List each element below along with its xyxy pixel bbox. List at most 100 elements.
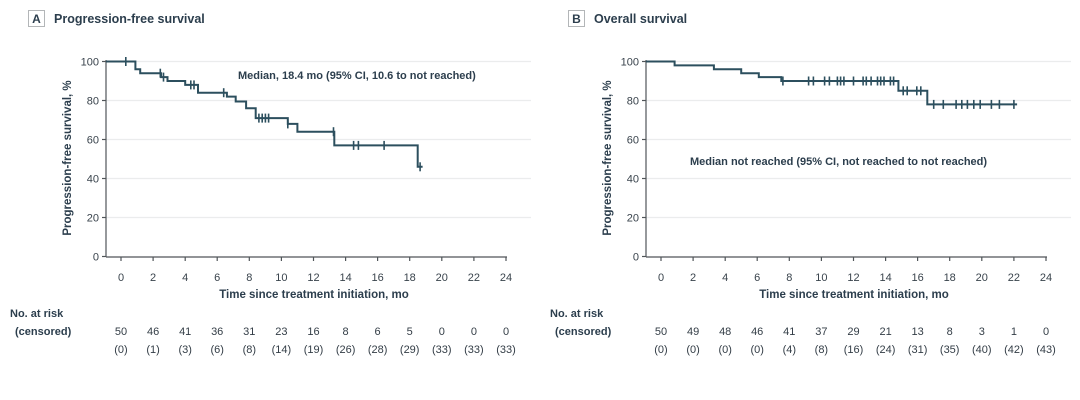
risk-censored-count: (33): [432, 344, 452, 356]
panel-a-header: A Progression-free survival: [28, 10, 205, 27]
risk-censored-count: (43): [1036, 344, 1056, 356]
risk-count: 50: [654, 326, 668, 338]
risk-censored-count: (29): [399, 344, 420, 356]
x-tick-label: 12: [307, 272, 319, 284]
risk-censored-count: (0): [654, 344, 668, 356]
y-tick-label: 20: [627, 213, 639, 225]
risk-count: 50: [114, 326, 128, 338]
risk-row-censored: (0) (1) (3) (6) (8) (14) (19) (26) (28) (29) (33) (…: [0, 344, 540, 358]
panel-b-label-box: B: [568, 10, 585, 27]
risk-count: 3: [978, 326, 985, 338]
risk-censored-count: (8): [814, 344, 829, 356]
risk-censored-count: (1): [146, 344, 160, 356]
risk-censored-count: (31): [907, 344, 928, 356]
risk-censored-count: (8): [242, 344, 257, 356]
panel-b-x-axis-label: Time since treatment initiation, mo: [759, 289, 949, 301]
y-tick-label: 40: [87, 174, 99, 186]
y-tick-label: 100: [621, 57, 639, 69]
y-tick-label: 80: [87, 96, 99, 108]
risk-count: 48: [719, 326, 732, 338]
panel-b-header: B Overall survival: [568, 10, 687, 27]
risk-censored-count: (42): [1004, 344, 1024, 356]
x-tick-label: 10: [275, 272, 287, 284]
risk-count: 29: [847, 326, 860, 338]
risk-count: 0: [502, 326, 510, 338]
x-tick-label: 0: [118, 272, 124, 284]
y-tick-label: 80: [627, 96, 639, 108]
x-tick-label: 4: [182, 272, 188, 284]
risk-censored-count: (0): [114, 344, 128, 356]
risk-censored-count: (35): [939, 344, 960, 356]
x-tick-label: 8: [246, 272, 252, 284]
y-tick-label: 60: [627, 135, 639, 147]
panel-b-title: Overall survival: [594, 11, 688, 26]
risk-count: 36: [211, 326, 224, 338]
risk-censored-count: (26): [335, 344, 356, 356]
y-tick-label: 20: [87, 213, 99, 225]
risk-count: 6: [374, 326, 381, 338]
panel-a-risk-subheader: (censored): [15, 326, 72, 338]
risk-count: 41: [783, 326, 796, 338]
panel-a-x-axis-label: Time since treatment initiation, mo: [219, 289, 409, 301]
risk-count: 1: [1010, 326, 1017, 338]
risk-count: 16: [307, 326, 320, 338]
risk-count: 8: [946, 326, 953, 338]
risk-count: 21: [879, 326, 892, 338]
x-tick-label: 24: [500, 272, 512, 284]
x-tick-label: 0: [658, 272, 664, 284]
x-tick-label: 20: [436, 272, 448, 284]
risk-count: 49: [686, 326, 700, 338]
x-tick-label: 14: [339, 272, 351, 284]
risk-censored-count: (4): [782, 344, 797, 356]
panel-a-label-box: A: [28, 10, 45, 27]
risk-count: 5: [406, 326, 413, 338]
risk-censored-count: (24): [875, 344, 896, 356]
risk-count: 23: [275, 326, 288, 338]
x-tick-label: 6: [214, 272, 220, 284]
risk-censored-count: (33): [496, 344, 516, 356]
y-tick-label: 60: [87, 135, 99, 147]
risk-censored-count: (3): [178, 344, 192, 356]
panel-a-y-axis-label: Progression-free survival, %: [62, 80, 74, 236]
x-tick-label: 18: [944, 272, 956, 284]
x-tick-label: 20: [976, 272, 988, 284]
risk-count: 0: [438, 326, 445, 338]
risk-censored-count: (40): [972, 344, 992, 356]
risk-censored-count: (0): [686, 344, 700, 356]
x-tick-label: 12: [847, 272, 859, 284]
x-tick-label: 8: [786, 272, 792, 284]
x-tick-label: 16: [911, 272, 923, 284]
risk-censored-count: (19): [303, 344, 324, 356]
x-tick-label: 4: [722, 272, 728, 284]
y-tick-label: 0: [633, 252, 639, 264]
panel-b-risk-header: No. at risk: [550, 308, 604, 320]
risk-censored-count: (16): [843, 344, 864, 356]
panel-b-median-annotation: Median not reached (95% CI, not reached …: [690, 156, 988, 168]
risk-count: 0: [470, 326, 477, 338]
risk-censored-count: (14): [271, 344, 292, 356]
y-tick-label: 40: [627, 174, 639, 186]
risk-count: 8: [342, 326, 349, 338]
risk-row-numbers: 50 46 41 36 31 23 16 8 6 5 0 0 0: [0, 326, 540, 340]
x-tick-label: 24: [1040, 272, 1052, 284]
x-tick-label: 14: [879, 272, 891, 284]
y-tick-label: 0: [93, 252, 99, 264]
x-tick-label: 22: [1008, 272, 1020, 284]
risk-censored-count: (33): [464, 344, 484, 356]
x-tick-label: 10: [815, 272, 827, 284]
panel-a-median-annotation: Median, 18.4 mo (95% CI, 10.6 to not rea…: [238, 70, 476, 82]
x-tick-label: 22: [468, 272, 480, 284]
panel-b: 0 20 40 60 80 100 0 2 4 6 8 10 12 14 16 18 20 22 24 B Over…: [540, 0, 1080, 400]
risk-count: 37: [815, 326, 828, 338]
risk-count: 0: [1042, 326, 1050, 338]
risk-count: 41: [179, 326, 192, 338]
panel-b-risk-subheader: (censored): [555, 326, 612, 338]
km-curve: [646, 60, 1018, 106]
x-tick-label: 2: [690, 272, 696, 284]
risk-censored-count: (0): [750, 344, 764, 356]
x-tick-label: 6: [754, 272, 760, 284]
risk-count: 46: [751, 326, 764, 338]
x-tick-label: 16: [371, 272, 383, 284]
